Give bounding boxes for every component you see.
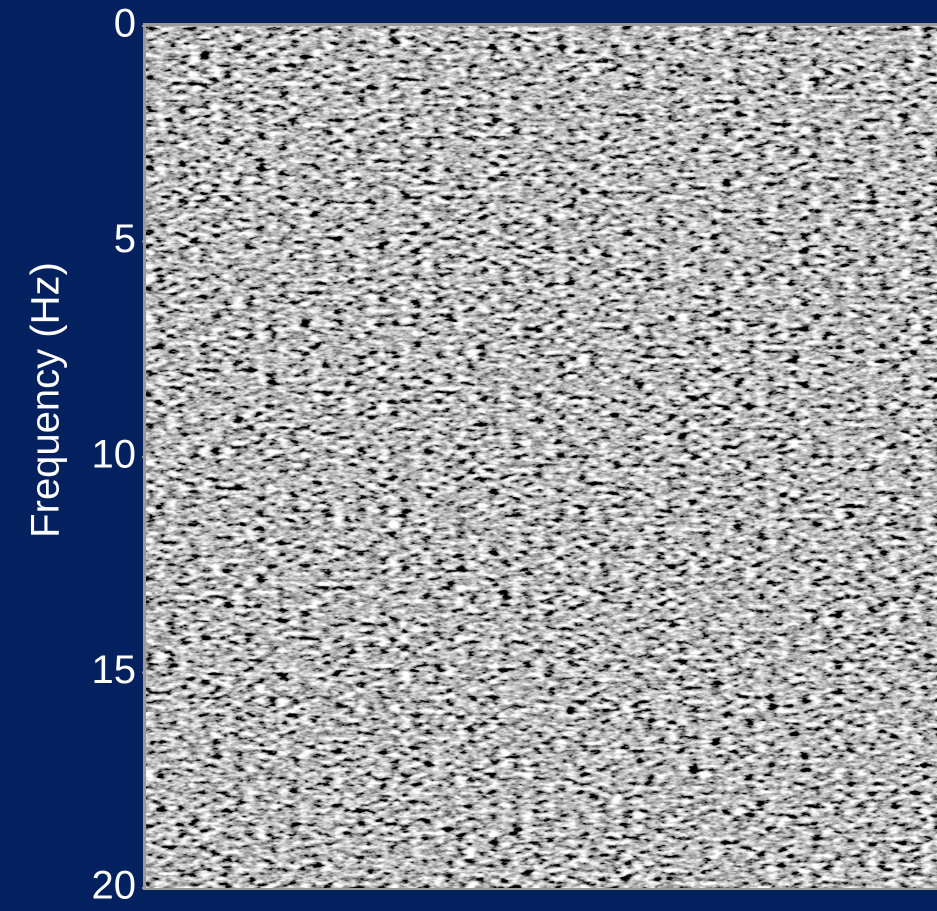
y-tick-label: 10 — [92, 433, 137, 477]
y-tick-label: 20 — [92, 864, 137, 908]
chart: Frequency (Hz) 0 5 10 15 20 — [0, 0, 937, 911]
seismic-image — [146, 26, 937, 888]
page: Frequency (Hz) 05101520 (() => { const d… — [0, 0, 937, 911]
y-axis-label: Frequency (Hz) — [24, 262, 68, 538]
y-tick-label: 0 — [114, 2, 136, 46]
y-tick-label: 15 — [92, 648, 137, 692]
y-tick-label: 5 — [114, 217, 136, 261]
